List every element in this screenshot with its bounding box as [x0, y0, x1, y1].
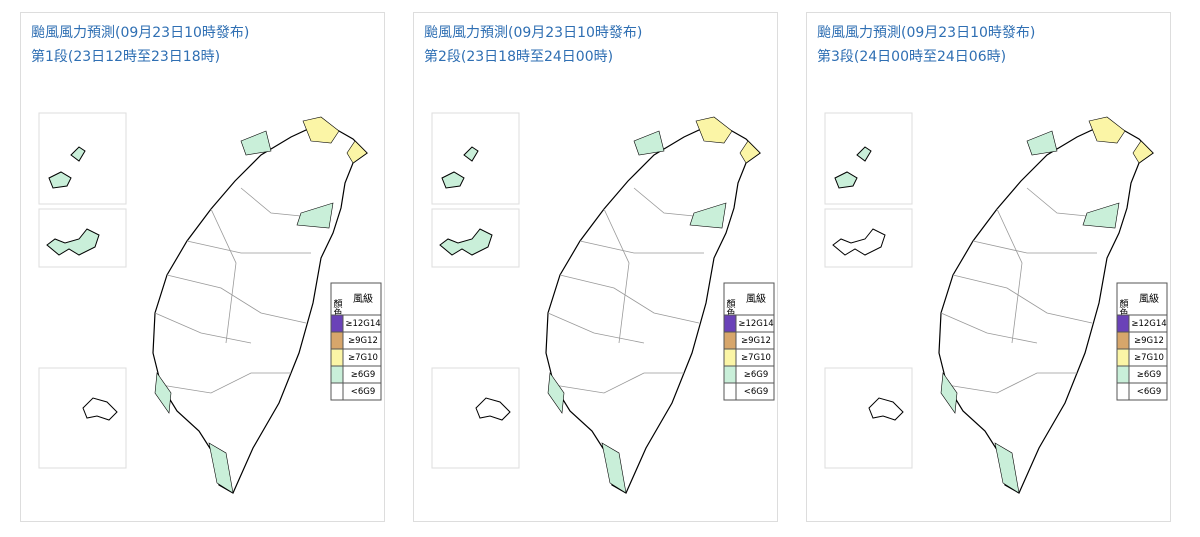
legend-swatch [723, 365, 737, 384]
wind-area [1088, 116, 1154, 164]
map: 颱風風力預測(09月23日10時發布) 第1段(23日12時至23日18時) 顏色風… [31, 25, 382, 494]
legend-label: <6G9 [1137, 387, 1162, 397]
legend-header: 風級 [353, 292, 373, 305]
legend-label: ≥7G10 [741, 353, 771, 363]
legend-swatch [330, 365, 344, 384]
panel-title: 颱風風力預測(09月23日10時發布) [424, 25, 642, 41]
inset-box [431, 112, 520, 205]
boundary [166, 274, 307, 324]
map-panel: 颱風風力預測(09月23日10時發布) 第1段(23日12時至23日18時) 顏色風… [20, 12, 385, 522]
map-panel: 颱風風力預測(09月23日10時發布) 第3段(24日00時至24日06時) 顏色風… [806, 12, 1171, 522]
island [48, 146, 86, 189]
inset-box [38, 367, 127, 469]
boundary [210, 208, 237, 344]
boundary [603, 208, 630, 344]
panel-subtitle: 第1段(23日12時至23日18時) [31, 48, 220, 65]
legend-label: ≥6G9 [744, 370, 769, 380]
legend-label: ≥6G9 [351, 370, 376, 380]
legend-header: 風級 [746, 292, 766, 305]
panel-title: 颱風風力預測(09月23日10時發布) [817, 25, 1035, 41]
island [439, 228, 493, 256]
legend-swatch [330, 314, 344, 333]
legend-label: <6G9 [351, 387, 376, 397]
boundary [952, 274, 1093, 324]
boundary [946, 372, 1077, 394]
map-panel: 颱風風力預測(09月23日10時發布) 第2段(23日18時至24日00時) 顏色風… [413, 12, 778, 522]
island [46, 228, 100, 256]
wind-area [547, 130, 727, 494]
legend-swatch [330, 348, 344, 367]
inset-box [38, 112, 127, 205]
inset-box [824, 208, 913, 268]
boundary [579, 240, 704, 254]
island [834, 146, 872, 189]
legend-swatch [723, 314, 737, 333]
legend-swatch [723, 382, 737, 401]
boundary [160, 372, 291, 394]
panel-subtitle: 第2段(23日18時至24日00時) [424, 48, 613, 65]
island [868, 397, 904, 421]
legend-swatch [1116, 314, 1130, 333]
inset-box [824, 367, 913, 469]
legend-label: ≥9G12 [348, 336, 378, 346]
island [475, 397, 511, 421]
legend-swatch [330, 331, 344, 350]
legend-header: 顏色 [332, 298, 343, 317]
legend-header: 風級 [1139, 292, 1159, 305]
legend-label: ≥7G10 [1134, 353, 1164, 363]
wind-area [695, 116, 761, 164]
legend-label: <6G9 [744, 387, 769, 397]
legend-label: ≥6G9 [1137, 370, 1162, 380]
legend-label: ≥9G12 [1134, 336, 1164, 346]
island [832, 228, 886, 256]
legend-label: ≥12G14 [1131, 319, 1166, 329]
island [441, 146, 479, 189]
legend-swatch [723, 348, 737, 367]
inset-box [824, 112, 913, 205]
boundary [940, 312, 1038, 344]
island [82, 397, 118, 421]
panel-title: 颱風風力預測(09月23日10時發布) [31, 25, 249, 41]
map: 颱風風力預測(09月23日10時發布) 第2段(23日18時至24日00時) 顏色風… [424, 25, 775, 494]
legend-label: ≥12G14 [738, 319, 773, 329]
map: 颱風風力預測(09月23日10時發布) 第3段(24日00時至24日06時) 顏色風… [817, 25, 1168, 494]
legend-label: ≥7G10 [348, 353, 378, 363]
panel-subtitle: 第3段(24日00時至24日06時) [817, 48, 1006, 65]
wind-area [154, 130, 334, 494]
boundary [972, 240, 1097, 254]
boundary [547, 312, 645, 344]
legend-swatch [330, 382, 344, 401]
legend-label: ≥12G14 [345, 319, 380, 329]
inset-box [431, 367, 520, 469]
boundary [154, 312, 252, 344]
legend-swatch [1116, 348, 1130, 367]
legend-swatch [723, 331, 737, 350]
wind-area [940, 130, 1120, 494]
legend-header: 顏色 [725, 298, 736, 317]
legend-header: 顏色 [1118, 298, 1129, 317]
inset-box [38, 208, 127, 268]
legend-swatch [1116, 365, 1130, 384]
legend-swatch [1116, 331, 1130, 350]
legend-swatch [1116, 382, 1130, 401]
boundary [553, 372, 684, 394]
boundary [559, 274, 700, 324]
legend-label: ≥9G12 [741, 336, 771, 346]
inset-box [431, 208, 520, 268]
wind-area [302, 116, 368, 164]
boundary [996, 208, 1023, 344]
boundary [186, 240, 311, 254]
